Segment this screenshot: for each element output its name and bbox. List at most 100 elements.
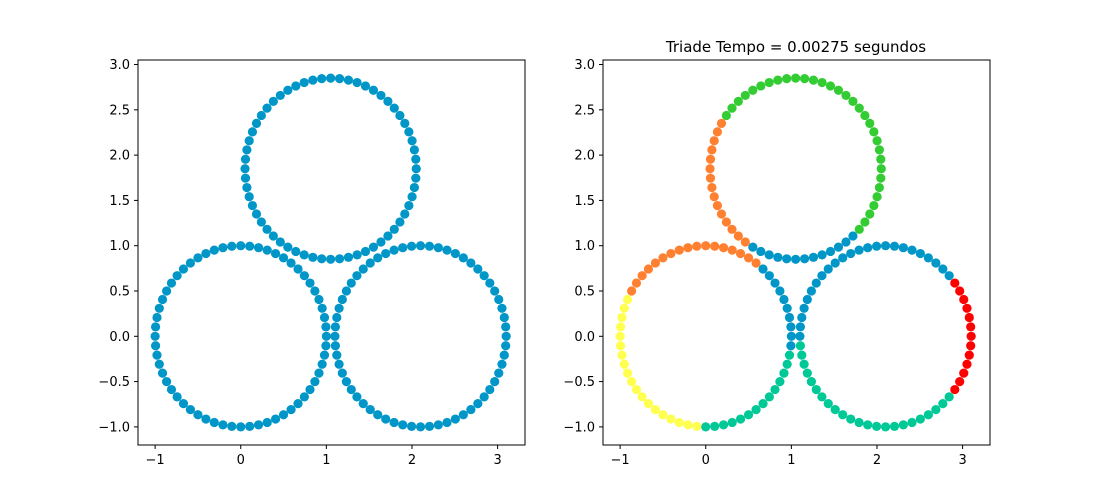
- right-chart-title: Triade Tempo = 0.00275 segundos: [665, 38, 926, 56]
- left-circle-1-point: [485, 384, 495, 395]
- right-circle-1-point: [806, 286, 816, 296]
- left-circle-1-point: [501, 322, 511, 332]
- right-circle-1-point: [799, 359, 809, 369]
- left-circle-1-point: [424, 421, 435, 431]
- right-y-axis: −1.0 −0.5 0.0 0.5 1.0 1.5 2.0 2.5 3.0: [563, 58, 603, 435]
- left-circle-2-point: [407, 136, 417, 146]
- left-circle-2-point: [275, 90, 285, 101]
- right-circle-1-point: [830, 258, 840, 268]
- right-circle-2-point: [825, 246, 836, 257]
- right-y-tick-label: 2.5: [574, 103, 595, 118]
- right-circle-2-point: [748, 85, 758, 95]
- right-circle-1-point: [962, 303, 972, 313]
- right-circle-2-point: [872, 136, 882, 146]
- left-circle-1-point: [352, 271, 362, 281]
- right-circle-0-point: [674, 417, 684, 428]
- right-y-tick-label: 0.0: [574, 330, 595, 345]
- left-circle-2-point: [317, 74, 327, 84]
- left-circle-0-point: [152, 312, 162, 323]
- right-circle-0-point: [650, 258, 661, 268]
- right-circle-0-point: [758, 399, 768, 409]
- left-y-axis: −1.0 −0.5 0.0 0.5 1.0 1.5 2.0 2.5 3.0: [98, 58, 138, 435]
- left-circle-1-point: [415, 241, 426, 251]
- right-circle-2-point: [799, 74, 810, 84]
- left-circle-0-point: [321, 331, 331, 341]
- left-circle-1-point: [433, 420, 443, 430]
- right-circle-2-point: [756, 81, 766, 91]
- left-circle-0-point: [150, 331, 160, 341]
- left-circle-1-point: [499, 350, 509, 360]
- left-circle-1-point: [415, 422, 426, 432]
- left-circle-1-point: [341, 376, 351, 387]
- left-circle-0-point: [161, 376, 172, 387]
- left-circle-1-point: [332, 312, 342, 323]
- right-circle-1-point: [797, 312, 807, 323]
- right-circle-0-point: [770, 384, 780, 395]
- left-circle-0-point: [317, 303, 327, 313]
- left-circle-1-point: [346, 384, 356, 395]
- left-circle-0-point: [227, 241, 237, 251]
- right-axes-frame: [602, 59, 991, 446]
- right-circle-1-point: [871, 421, 882, 431]
- right-circle-0-point: [622, 368, 633, 378]
- left-circle-0-point: [305, 384, 315, 395]
- right-circle-2-point: [773, 75, 783, 85]
- left-circle-1-point: [337, 294, 347, 305]
- left-circle-1-point: [330, 331, 340, 341]
- left-circle-0-point: [157, 294, 168, 305]
- left-circle-1-point: [501, 331, 511, 341]
- left-circle-2-point: [383, 96, 393, 106]
- right-circle-2-point: [740, 237, 750, 247]
- left-circle-0-point: [293, 399, 303, 409]
- left-circle-1-point: [373, 410, 383, 420]
- left-circle-1-point: [389, 417, 399, 428]
- left-circle-1-point: [358, 399, 368, 409]
- left-circle-2-point: [400, 118, 410, 129]
- right-circle-2-point: [848, 96, 858, 106]
- left-circle-0-point: [185, 258, 196, 268]
- left-circle-2-point: [404, 127, 414, 137]
- left-circle-2-point: [368, 85, 379, 95]
- left-circle-0-point: [245, 421, 255, 431]
- left-circle-0-point: [178, 264, 189, 274]
- right-circle-2-point: [733, 231, 743, 241]
- left-circle-2-point: [400, 209, 410, 219]
- left-circle-1-point: [346, 278, 356, 288]
- left-circle-0-point: [209, 417, 219, 428]
- right-circle-0-point: [692, 241, 702, 251]
- right-circle-2-point: [860, 217, 870, 227]
- left-circle-1-point: [365, 404, 375, 415]
- left-circle-1-point: [485, 278, 495, 288]
- left-circle-2-point: [389, 103, 399, 113]
- right-circle-1-point: [955, 286, 965, 296]
- left-circle-0-point: [253, 243, 264, 253]
- left-circle-2-point: [383, 231, 393, 241]
- right-circle-1-point: [817, 392, 827, 402]
- right-circle-2-point: [712, 127, 723, 137]
- right-circle-1-point: [863, 420, 873, 430]
- right-circle-1-point: [823, 399, 833, 409]
- right-circle-1-point: [959, 294, 969, 305]
- left-circle-1-point: [479, 392, 489, 402]
- left-circle-1-point: [406, 421, 417, 431]
- right-circle-2-point: [841, 237, 851, 247]
- left-circle-2-point: [291, 81, 301, 91]
- left-circle-2-point: [360, 246, 371, 257]
- left-circle-0-point: [262, 417, 272, 428]
- right-circle-1-point: [959, 368, 969, 378]
- left-circle-0-point: [166, 384, 177, 395]
- right-circle-2-point: [808, 252, 819, 262]
- left-circle-1-point: [479, 271, 489, 281]
- right-circle-0-point: [735, 248, 746, 259]
- right-circle-2-point: [874, 182, 884, 193]
- left-circle-2-point: [251, 209, 262, 219]
- right-circle-2-point: [707, 182, 717, 193]
- right-circle-0-point: [718, 420, 729, 430]
- right-circle-1-point: [854, 245, 864, 255]
- right-circle-0-point: [674, 245, 684, 255]
- left-circle-2-point: [247, 127, 258, 137]
- right-circle-1-point: [802, 294, 812, 305]
- left-circle-2-point: [395, 217, 405, 227]
- right-circle-0-point: [758, 264, 768, 274]
